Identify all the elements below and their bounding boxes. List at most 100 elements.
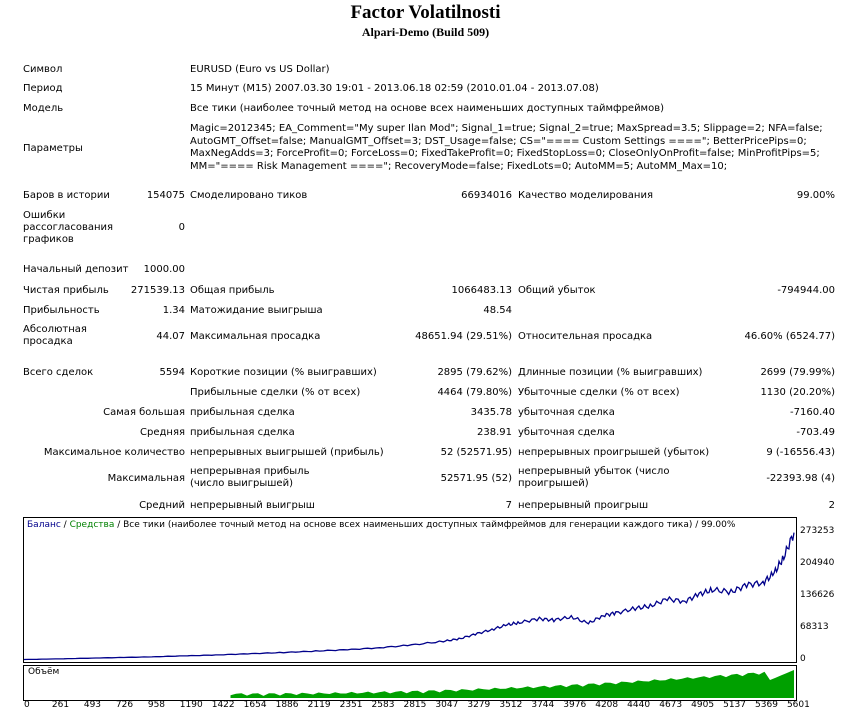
ticks-label: Смоделировано тиков bbox=[190, 190, 308, 201]
legend-equity: Средства bbox=[69, 520, 115, 530]
mean-loss-value: 2 bbox=[828, 500, 835, 511]
avg-loss-label: убыточная сделка bbox=[518, 427, 615, 438]
report-subtitle: Alpari-Demo (Build 509) bbox=[361, 25, 490, 39]
x-tick-label: 1422 bbox=[211, 700, 235, 710]
model-label: Модель bbox=[23, 103, 64, 114]
reldd-value: 46.60% (6524.77) bbox=[744, 331, 835, 342]
largest-profit-value: 3435.78 bbox=[470, 407, 512, 418]
symbol-label: Символ bbox=[23, 64, 63, 75]
mean-label: Средний bbox=[139, 500, 185, 511]
x-tick-label: 2815 bbox=[403, 700, 427, 710]
profit-trades-label: Прибыльные сделки (% от всех) bbox=[190, 387, 361, 398]
x-tick-label: 1190 bbox=[179, 700, 203, 710]
x-tick-label: 4673 bbox=[659, 700, 683, 710]
loss-trades-value: 1130 (20.20%) bbox=[760, 387, 835, 398]
balance-chart bbox=[23, 517, 797, 663]
x-tick-label: 2119 bbox=[307, 700, 331, 710]
x-tick-label: 726 bbox=[115, 700, 134, 710]
largest-label: Самая большая bbox=[103, 407, 185, 418]
largest-loss-label: убыточная сделка bbox=[518, 407, 615, 418]
avg-profit-value: 238.91 bbox=[477, 427, 512, 438]
errors-value: 0 bbox=[178, 222, 185, 233]
mean-loss-label: непрерывный проигрыш bbox=[518, 500, 649, 511]
legend-sep: / bbox=[60, 520, 70, 530]
trades-value: 5594 bbox=[159, 367, 185, 378]
trades-label: Всего сделок bbox=[23, 367, 94, 378]
x-tick-label: 493 bbox=[83, 700, 102, 710]
volume-label: Объём bbox=[28, 667, 60, 677]
y-tick-label: 68313 bbox=[800, 621, 829, 632]
x-tick-label: 2351 bbox=[339, 700, 363, 710]
maxdd-label: Максимальная просадка bbox=[190, 331, 321, 342]
volume-area bbox=[230, 670, 794, 698]
x-tick-label: 4905 bbox=[691, 700, 715, 710]
maximal-label: Максимальная bbox=[107, 473, 185, 484]
largest-profit-label: прибыльная сделка bbox=[190, 407, 295, 418]
model-value: Все тики (наиболее точный метод на основ… bbox=[190, 103, 665, 114]
x-tick-label: 3047 bbox=[435, 700, 459, 710]
x-tick-label: 958 bbox=[147, 700, 166, 710]
long-value: 2699 (79.99%) bbox=[760, 367, 835, 378]
x-tick-label: 3512 bbox=[499, 700, 523, 710]
period-value: 15 Минут (M15) 2007.03.30 19:01 - 2013.0… bbox=[190, 83, 599, 94]
y-tick-label: 273253 bbox=[800, 525, 835, 536]
y-tick-label: 0 bbox=[800, 654, 806, 664]
maxcount-loss-label: непрерывных проигрышей (убыток) bbox=[518, 447, 710, 458]
maxcount-win-value: 52 (52571.95) bbox=[440, 447, 512, 458]
gross-profit-value: 1066483.13 bbox=[451, 285, 512, 296]
gross-profit-label: Общая прибыль bbox=[190, 285, 275, 296]
x-tick-label: 1886 bbox=[275, 700, 299, 710]
maximal-win-label: непрерывная прибыль (число выигрышей) bbox=[190, 466, 310, 489]
x-tick-label: 5137 bbox=[723, 700, 746, 710]
reldd-label: Относительная просадка bbox=[518, 331, 653, 342]
x-tick-label: 1654 bbox=[243, 700, 267, 710]
maxdd-value: 48651.94 (29.51%) bbox=[415, 331, 512, 342]
x-tick-label: 3744 bbox=[531, 700, 555, 710]
ticks-value: 66934016 bbox=[461, 190, 512, 201]
balance-line bbox=[23, 532, 795, 661]
quality-label: Качество моделирования bbox=[518, 190, 653, 201]
legend-rest: / Все тики (наиболее точный метод на осн… bbox=[114, 520, 736, 530]
errors-label: Ошибки рассогласования графиков bbox=[23, 210, 114, 245]
mean-win-value: 7 bbox=[505, 500, 512, 511]
bars-label: Баров в истории bbox=[23, 190, 110, 201]
params-value: Magic=2012345; EA_Comment="My super Ilan… bbox=[190, 123, 823, 172]
maxcount-win-label: непрерывных выигрышей (прибыль) bbox=[190, 447, 384, 458]
absdd-label: Абсолютная просадка bbox=[23, 324, 87, 347]
legend-balance: Баланс bbox=[27, 520, 61, 530]
x-tick-label: 4440 bbox=[627, 700, 651, 710]
maxcount-loss-value: 9 (-16556.43) bbox=[766, 447, 835, 458]
mean-win-label: непрерывный выигрыш bbox=[190, 500, 315, 511]
x-tick-label: 261 bbox=[51, 700, 70, 710]
maximal-win-value: 52571.95 (52) bbox=[440, 473, 512, 484]
y-tick-label: 136626 bbox=[800, 589, 835, 600]
maximal-loss-label: непрерывный убыток (число проигрышей) bbox=[518, 466, 670, 489]
avg-profit-label: прибыльная сделка bbox=[190, 427, 295, 438]
maximal-loss-value: -22393.98 (4) bbox=[766, 473, 835, 484]
short-label: Короткие позиции (% выигравших) bbox=[190, 367, 377, 378]
chart-legend: Баланс / Средства / Все тики (наиболее т… bbox=[27, 520, 735, 530]
avg-loss-value: -703.49 bbox=[796, 427, 835, 438]
expect-label: Матожидание выигрыша bbox=[190, 305, 323, 316]
net-value: 271539.13 bbox=[130, 285, 185, 296]
profit-trades-value: 4464 (79.80%) bbox=[437, 387, 512, 398]
x-tick-label: 0 bbox=[24, 700, 30, 710]
loss-trades-label: Убыточные сделки (% от всех) bbox=[518, 387, 680, 398]
largest-loss-value: -7160.40 bbox=[790, 407, 835, 418]
pf-value: 1.34 bbox=[162, 305, 185, 316]
absdd-value: 44.07 bbox=[156, 331, 185, 342]
symbol-value: EURUSD (Euro vs US Dollar) bbox=[190, 64, 330, 75]
gross-loss-value: -794944.00 bbox=[777, 285, 835, 296]
x-tick-label: 2583 bbox=[371, 700, 395, 710]
params-label: Параметры bbox=[23, 143, 83, 154]
quality-value: 99.00% bbox=[796, 190, 835, 201]
deposit-value: 1000.00 bbox=[143, 264, 185, 275]
long-label: Длинные позиции (% выигравших) bbox=[518, 367, 703, 378]
x-tick-label: 3976 bbox=[563, 700, 587, 710]
x-tick-label: 5369 bbox=[755, 700, 778, 710]
x-tick-label: 5601 bbox=[786, 700, 810, 710]
expect-value: 48.54 bbox=[483, 305, 512, 316]
period-label: Период bbox=[23, 83, 63, 94]
avg-label: Средняя bbox=[140, 427, 185, 438]
